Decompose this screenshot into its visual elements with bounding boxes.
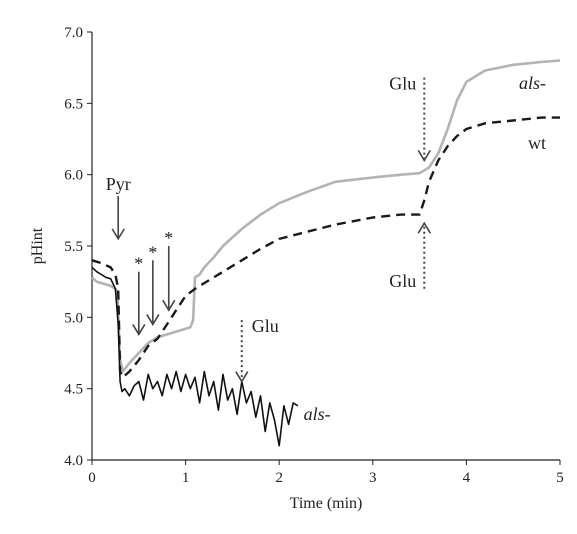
annotation-arrowhead-5 bbox=[235, 371, 249, 384]
annotation-arrowhead-4 bbox=[162, 299, 176, 312]
y-tick-label: 4.5 bbox=[64, 382, 83, 398]
x-tick-label: 4 bbox=[463, 470, 471, 486]
annotation-label-7: Glu bbox=[389, 271, 416, 291]
y-axis-label: pHint bbox=[29, 227, 46, 264]
annotation-label-5: Glu bbox=[252, 316, 279, 336]
y-tick-label: 4.0 bbox=[64, 453, 83, 469]
series-label-1: als- bbox=[519, 73, 546, 93]
x-tick-label: 5 bbox=[556, 470, 564, 486]
y-tick-label: 5.5 bbox=[64, 239, 83, 255]
annotation-label-2: * bbox=[134, 254, 143, 274]
y-tick-label: 6.0 bbox=[64, 168, 83, 184]
y-tick-label: 5.0 bbox=[64, 310, 83, 326]
annotation-arrowhead-3 bbox=[146, 314, 160, 327]
annotation-arrowhead-7 bbox=[417, 221, 431, 234]
y-tick-label: 6.5 bbox=[64, 96, 83, 112]
annotation-label-3: * bbox=[148, 242, 157, 262]
series-label-2: wt bbox=[528, 133, 546, 153]
x-tick-label: 0 bbox=[88, 470, 96, 486]
annotation-label-6: Glu bbox=[389, 74, 416, 94]
x-axis-label: Time (min) bbox=[290, 495, 363, 512]
annotation-label-1: Pyr bbox=[106, 174, 131, 194]
series-line-1 bbox=[91, 59, 561, 373]
x-tick-label: 1 bbox=[182, 470, 190, 486]
chart-series bbox=[91, 59, 561, 447]
x-tick-label: 3 bbox=[369, 470, 377, 486]
x-tick-label: 2 bbox=[275, 470, 283, 486]
series-line-2 bbox=[91, 116, 560, 379]
annotation-label-4: * bbox=[164, 228, 173, 248]
annotation-arrowhead-6 bbox=[417, 149, 431, 162]
annotation-arrowhead-2 bbox=[132, 324, 146, 337]
series-label-3: als- bbox=[304, 404, 331, 424]
series-line-3 bbox=[91, 266, 299, 447]
annotation-arrowhead-1 bbox=[111, 228, 125, 241]
y-tick-label: 7.0 bbox=[64, 25, 83, 41]
chart-axes: 0 1 2 3 4 5 4.0 4.5 5.0 5.5 6.0 6.5 7.0 bbox=[64, 25, 564, 486]
